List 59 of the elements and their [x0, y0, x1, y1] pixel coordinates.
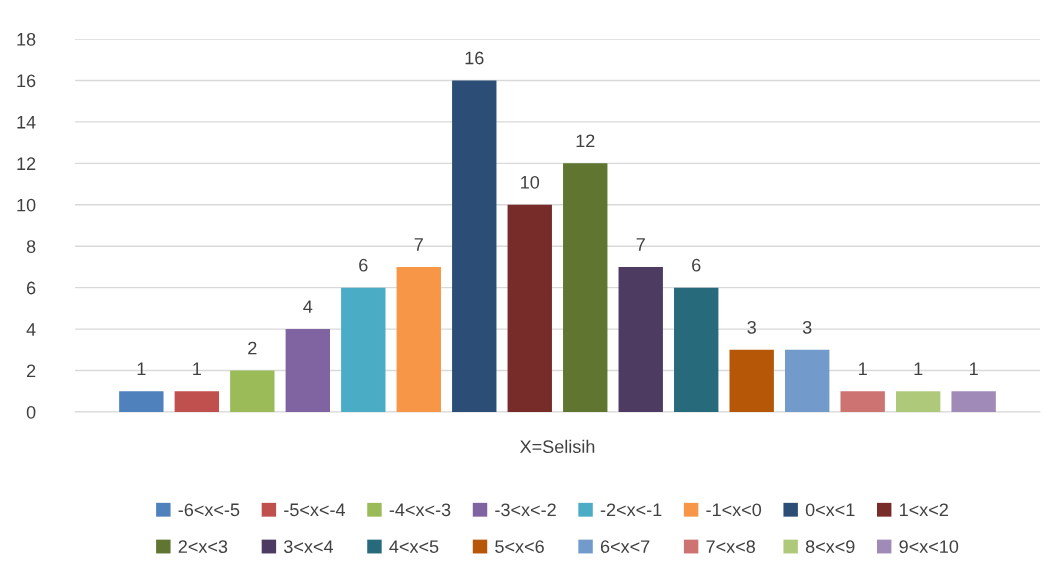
x-tick-label: X=Selisih — [520, 439, 595, 454]
bar — [452, 80, 497, 412]
data-label: 7 — [414, 238, 423, 251]
y-tick-label: 10 — [17, 198, 36, 212]
bar — [674, 287, 719, 412]
legend-label: -6<x<-5 — [178, 503, 240, 517]
legend-label: -3<x<-2 — [495, 503, 556, 517]
data-label: 1 — [193, 362, 201, 376]
bar — [285, 329, 330, 412]
legend-label: 9<x<10 — [899, 540, 959, 553]
y-tick-label: 4 — [26, 323, 36, 336]
bar — [341, 287, 386, 412]
bar — [507, 204, 552, 412]
bar — [729, 349, 774, 412]
data-label: 4 — [303, 300, 313, 313]
bar — [895, 391, 941, 412]
data-label: 6 — [359, 258, 368, 272]
bar — [230, 370, 275, 412]
legend-label: 1<x<2 — [900, 503, 948, 517]
bar — [618, 266, 663, 412]
legend-label: 7<x<8 — [706, 540, 755, 553]
bar — [396, 266, 441, 412]
y-tick-label: 18 — [17, 32, 36, 46]
data-label: 6 — [692, 258, 701, 272]
y-tick-label: 6 — [26, 281, 36, 295]
data-label: 2 — [248, 341, 257, 355]
data-label: 1 — [914, 362, 923, 376]
bar — [785, 349, 830, 412]
bar — [119, 391, 164, 412]
y-tick-label: 14 — [17, 116, 36, 129]
legend-label: 0<x<1 — [805, 503, 855, 517]
data-label: 7 — [636, 238, 645, 251]
data-label: 1 — [137, 362, 146, 376]
data-label: 3 — [747, 320, 756, 334]
y-tick-label: 0 — [26, 405, 36, 419]
legend-label: -5<x<-4 — [284, 503, 346, 517]
bar — [951, 391, 996, 412]
legend-label: 3<x<4 — [284, 540, 334, 553]
data-label: 10 — [521, 175, 540, 189]
legend-label: 4<x<5 — [389, 540, 439, 553]
bar — [563, 163, 608, 412]
legend-label: -4<x<-3 — [389, 503, 451, 517]
data-label: 12 — [576, 134, 595, 148]
legend-label: 6<x<7 — [600, 540, 650, 553]
legend-label: -1<x<0 — [706, 503, 762, 517]
y-tick-label: 16 — [17, 74, 36, 88]
bar — [174, 391, 220, 412]
data-label: 3 — [802, 320, 812, 334]
legend-label: 2<x<3 — [178, 540, 228, 553]
y-tick-label: 12 — [17, 157, 36, 170]
y-tick-label: 8 — [26, 240, 36, 253]
data-label: 16 — [465, 51, 484, 65]
legend-label: 8<x<9 — [805, 540, 855, 553]
data-label: 1 — [970, 362, 978, 376]
legend-label: -2<x<-1 — [600, 503, 662, 517]
bar — [840, 391, 885, 412]
legend-label: 5<x<6 — [495, 540, 544, 553]
data-label: 1 — [859, 362, 867, 376]
y-tick-label: 2 — [26, 364, 36, 378]
